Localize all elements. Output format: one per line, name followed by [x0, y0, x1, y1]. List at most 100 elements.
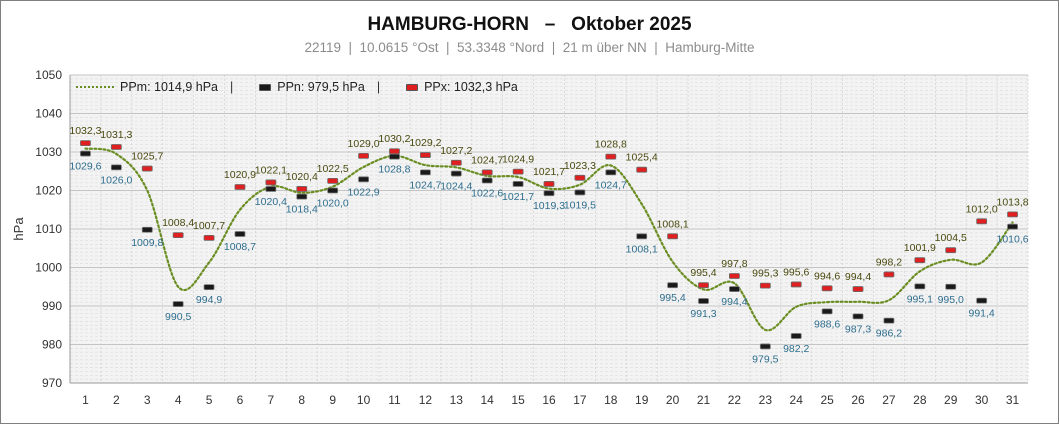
max-marker	[883, 271, 895, 278]
x-tick-label: 24	[790, 393, 804, 407]
min-marker	[327, 187, 339, 194]
max-data-label: 1022,1	[255, 164, 287, 176]
max-marker	[698, 282, 709, 289]
max-marker	[141, 165, 153, 172]
max-data-label: 1025,7	[131, 151, 163, 163]
max-data-label: 1022,5	[317, 163, 349, 175]
y-tick-label: 1000	[35, 261, 62, 275]
x-tick-label: 25	[820, 393, 834, 407]
max-data-label: 1013,8	[996, 196, 1028, 208]
max-marker	[914, 257, 926, 264]
min-marker	[883, 317, 895, 324]
min-data-label: 1018,4	[286, 204, 318, 216]
max-data-label: 1021,7	[533, 166, 565, 178]
min-data-label: 1020,0	[317, 198, 349, 210]
y-tick-label: 1030	[35, 145, 62, 159]
y-tick-label: 990	[42, 299, 62, 313]
min-data-label: 991,3	[690, 308, 716, 320]
min-marker	[450, 170, 462, 177]
mean-line	[84, 147, 1014, 332]
min-data-label: 987,3	[845, 323, 871, 335]
min-marker	[110, 164, 122, 171]
max-data-label: 1031,3	[100, 129, 132, 141]
y-axis-label: hPa	[11, 217, 26, 241]
min-data-label: 1021,7	[502, 191, 534, 203]
min-data-label: 1020,4	[255, 196, 287, 208]
min-marker	[141, 226, 153, 233]
legend-separator: |	[229, 80, 234, 94]
min-marker	[234, 231, 246, 237]
min-data-label: 995,0	[938, 294, 964, 306]
max-data-label: 1020,4	[286, 171, 318, 183]
min-marker	[945, 283, 957, 290]
min-marker	[729, 286, 740, 292]
x-tick-label: 18	[604, 393, 618, 407]
max-marker	[419, 152, 431, 158]
x-tick-label: 6	[237, 393, 244, 407]
max-data-label: 998,2	[876, 256, 902, 268]
min-marker	[543, 190, 555, 197]
x-tick-label: 22	[728, 393, 742, 407]
max-marker	[234, 184, 246, 190]
min-marker	[914, 283, 926, 290]
max-marker	[296, 186, 308, 192]
min-data-label: 1026,0	[100, 174, 132, 186]
y-tick-label: 1040	[35, 107, 62, 121]
chart-legend: PPm: 1014,9 hPa | PPn: 979,5 hPa | PPx: …	[76, 80, 518, 94]
min-data-label: 1028,8	[378, 164, 410, 176]
legend-max-label: PPx: 1032,3 hPa	[424, 80, 518, 94]
x-tick-label: 3	[144, 393, 151, 407]
min-data-label: 988,6	[814, 318, 840, 330]
min-data-label: 1010,6	[996, 234, 1028, 246]
min-marker	[358, 176, 369, 183]
y-tick-label: 1050	[35, 68, 62, 82]
min-data-label: 1024,7	[595, 179, 627, 191]
x-tick-label: 13	[450, 393, 464, 407]
x-tick-label: 31	[1006, 393, 1020, 407]
min-marker	[512, 181, 524, 187]
min-marker	[419, 169, 431, 176]
min-marker	[1007, 223, 1018, 230]
chart-subtitle: 22119 | 10.0615 °Ost | 53.3348 °Nord | 2…	[304, 40, 755, 55]
max-marker	[389, 148, 400, 155]
x-tick-label: 5	[206, 393, 213, 407]
grid	[69, 74, 1029, 384]
x-tick-label: 26	[851, 393, 865, 407]
legend-min-symbol	[259, 83, 272, 91]
legend-mean-symbol	[76, 86, 114, 88]
min-data-label: 995,1	[907, 293, 933, 305]
max-marker	[172, 232, 184, 239]
x-tick-label: 27	[882, 393, 896, 407]
x-tick-label: 29	[944, 393, 958, 407]
max-data-label: 1024,7	[471, 154, 503, 166]
max-marker	[1007, 211, 1018, 218]
y-tick-label: 1010	[35, 222, 62, 236]
y-tick-label: 970	[42, 376, 62, 390]
min-marker	[852, 313, 864, 320]
max-marker	[80, 140, 91, 147]
min-data-label: 1008,7	[224, 241, 256, 253]
x-tick-label: 4	[175, 393, 182, 407]
legend-separator: |	[376, 80, 381, 94]
x-tick-label: 15	[511, 393, 525, 407]
min-data-label: 990,5	[165, 311, 191, 323]
max-data-label: 1028,8	[595, 139, 627, 151]
min-marker	[759, 343, 771, 350]
max-marker	[327, 177, 339, 184]
max-marker	[110, 144, 122, 150]
x-tick-label: 2	[113, 393, 120, 407]
x-tick-label: 16	[542, 393, 556, 407]
legend-mean-label: PPm: 1014,9 hPa	[120, 80, 218, 94]
y-tick-label: 1020	[35, 184, 62, 198]
min-data-label: 1029,6	[69, 161, 101, 173]
min-marker	[667, 282, 679, 289]
x-tick-label: 7	[268, 393, 275, 407]
min-marker	[574, 189, 586, 196]
legend-min-label: PPn: 979,5 hPa	[277, 80, 365, 94]
max-marker	[358, 152, 369, 159]
x-tick-label: 21	[697, 393, 711, 407]
min-marker	[790, 333, 802, 339]
max-marker	[790, 281, 802, 288]
max-marker	[821, 285, 833, 292]
